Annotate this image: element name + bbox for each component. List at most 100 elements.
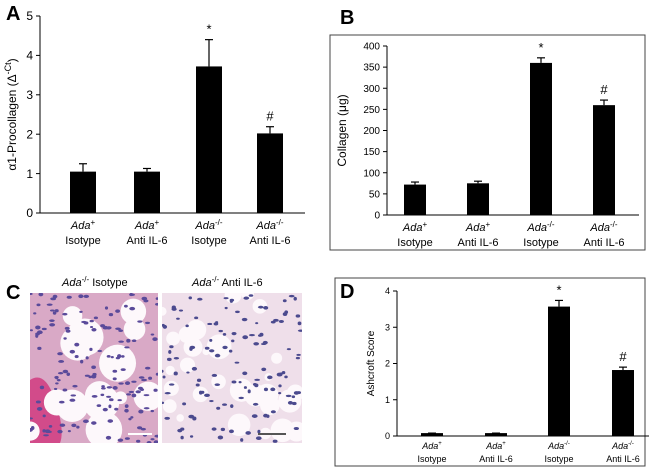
nucleus [74, 355, 79, 359]
nucleus [242, 335, 249, 340]
nucleus [155, 297, 158, 300]
nucleus [35, 400, 41, 404]
nucleus [49, 323, 56, 327]
nucleus [216, 406, 221, 410]
nucleus [126, 393, 132, 396]
nucleus [195, 383, 200, 387]
nucleus [118, 329, 124, 333]
nucleus [213, 322, 219, 326]
nucleus [92, 372, 97, 377]
y-axis-label: Ashcroft Score [366, 330, 377, 396]
x-tick-label: Ada+ [134, 218, 160, 232]
nucleus [30, 426, 35, 430]
nucleus [150, 409, 155, 413]
nucleus [295, 314, 301, 318]
genotype: + [154, 218, 159, 227]
nucleus [228, 349, 233, 353]
x-tick-label: Isotype [397, 237, 432, 249]
nucleus [143, 394, 150, 397]
nucleus [117, 438, 124, 442]
nucleus [230, 404, 234, 408]
nucleus [241, 317, 248, 322]
nucleus [152, 337, 158, 342]
nucleus [89, 347, 93, 352]
nucleus [118, 382, 124, 385]
nucleus [189, 345, 196, 350]
nucleus [41, 327, 47, 331]
nucleus [270, 410, 276, 414]
x-tick-label: Anti IL-6 [606, 454, 640, 464]
nucleus [69, 349, 76, 354]
nucleus [129, 306, 136, 311]
nucleus [255, 436, 262, 440]
gene-name: Ada [421, 441, 438, 451]
nucleus [146, 440, 152, 443]
nucleus [293, 426, 300, 431]
tissue-space [120, 298, 147, 325]
nucleus [106, 395, 112, 398]
x-tick-label: Ada+ [421, 441, 442, 451]
tissue-space [162, 306, 167, 316]
nucleus [297, 321, 302, 326]
nucleus [108, 313, 114, 317]
nucleus [137, 426, 143, 430]
nucleus [204, 346, 210, 350]
nucleus [128, 417, 132, 421]
panel-frame [329, 34, 646, 251]
nucleus [173, 356, 180, 360]
nucleus [266, 414, 270, 418]
nucleus [128, 390, 135, 394]
nucleus [295, 356, 300, 360]
x-tick-label: Ada-/- [547, 441, 570, 451]
nucleus [30, 329, 33, 332]
genotype: + [422, 220, 427, 229]
tissue-space [162, 399, 177, 413]
nucleus [59, 423, 66, 427]
y-label-text: α1-Procollagen (Δ [5, 74, 19, 170]
bar [485, 433, 507, 436]
x-tick-label: Ada-/- [255, 218, 283, 232]
image-label: Ada-/- Anti IL-6 [191, 275, 263, 289]
nucleus [168, 350, 172, 354]
y-label-text: Collagen (μg) [335, 94, 349, 166]
gene-name: Ada [611, 441, 628, 451]
nucleus [109, 398, 114, 402]
gene-name: Ada [526, 222, 547, 234]
nucleus [254, 378, 261, 381]
x-tick-label: Ada+ [70, 218, 96, 232]
nucleus [240, 438, 244, 442]
x-tick-label: Anti IL-6 [250, 235, 291, 247]
tissue-space [271, 352, 283, 364]
gene-name: Ada [255, 220, 276, 232]
x-tick-label: Anti IL-6 [458, 237, 499, 249]
y-tick-label: 5 [26, 9, 33, 23]
nucleus [238, 381, 242, 384]
nucleus [257, 429, 261, 434]
nucleus [70, 394, 77, 397]
nucleus [124, 437, 130, 440]
tissue-space [260, 395, 280, 416]
nucleus [143, 299, 149, 303]
nucleus [278, 384, 282, 388]
y-tick-label: 0 [26, 206, 33, 220]
nucleus [251, 414, 258, 418]
nucleus [115, 309, 121, 313]
nucleus [47, 430, 52, 433]
nucleus [162, 401, 165, 405]
nucleus [191, 366, 198, 371]
x-tick-label: Ada-/- [589, 220, 617, 234]
y-tick-label: 4 [385, 286, 390, 296]
tissue-space [55, 389, 89, 422]
x-tick-label: Anti IL-6 [479, 454, 513, 464]
nucleus [231, 339, 235, 343]
nucleus [131, 380, 137, 383]
nucleus [91, 421, 97, 425]
x-tick-label: Ada+ [465, 220, 491, 234]
nucleus [104, 306, 109, 310]
nucleus [57, 429, 63, 434]
nucleus [112, 386, 118, 390]
nucleus [180, 435, 184, 440]
y-tick-label: 3 [385, 322, 390, 332]
nucleus [93, 316, 99, 320]
nucleus [296, 353, 301, 356]
